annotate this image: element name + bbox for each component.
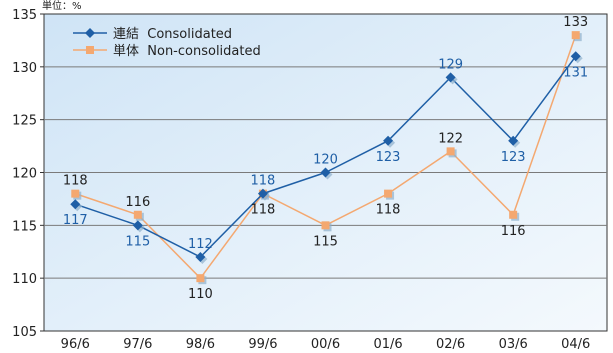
data-label: 116: [501, 224, 526, 239]
data-point: [70, 199, 81, 210]
data-point: [320, 167, 331, 178]
data-label: 123: [501, 150, 526, 165]
data-point: [571, 31, 580, 40]
x-tick-label: 98/6: [186, 337, 215, 352]
legend-marker: [86, 46, 94, 54]
data-point: [321, 221, 330, 230]
x-tick-label: 01/6: [373, 337, 402, 352]
data-label: 115: [313, 234, 338, 249]
y-tick-label: 125: [12, 114, 37, 129]
y-tick-label: 135: [12, 8, 37, 23]
data-labels: 118 116 110 118 115 118 122 116 133 117 115 112 118 1…: [63, 15, 588, 302]
data-label: 115: [125, 234, 150, 249]
data-label: 118: [63, 174, 88, 189]
data-point: [445, 72, 456, 83]
data-point: [257, 188, 268, 199]
legend-label: 単体 Non-consolidated: [113, 43, 261, 59]
x-tick-label: 97/6: [123, 337, 152, 352]
x-tick-label: 04/6: [561, 337, 590, 352]
data-point: [71, 189, 80, 198]
x-tick-label: 00/6: [311, 337, 340, 352]
unit-label: 単位：%: [42, 0, 82, 12]
data-label: 112: [188, 237, 213, 252]
data-label: 133: [563, 15, 588, 30]
data-label: 110: [188, 287, 213, 302]
y-tick-label: 105: [12, 325, 37, 340]
y-tick-label: 130: [12, 61, 37, 76]
data-point: [132, 220, 143, 231]
y-tick-label: 110: [12, 272, 37, 287]
x-tick-label: 03/6: [499, 337, 528, 352]
data-point: [446, 147, 455, 156]
data-label: 120: [313, 153, 338, 168]
x-tick-label: 02/6: [436, 337, 465, 352]
y-tick-label: 115: [12, 219, 37, 234]
data-label: 118: [251, 174, 276, 189]
legend-label: 連結 Consolidated: [113, 27, 232, 42]
data-label: 118: [251, 203, 276, 218]
data-point: [196, 274, 205, 283]
data-point: [195, 252, 206, 263]
series-lines: [70, 31, 583, 285]
data-label: 129: [438, 57, 463, 72]
data-label: 118: [376, 203, 401, 218]
data-point: [383, 135, 394, 146]
data-point: [384, 189, 393, 198]
data-label: 117: [63, 213, 88, 228]
legend-marker: [85, 28, 95, 38]
y-axis: 105 110 115 120 125 130 135: [12, 8, 44, 340]
x-tick-label: 96/6: [61, 337, 90, 352]
data-label: 123: [376, 150, 401, 165]
x-axis: 96/6 97/6 98/6 99/6 00/6 01/6 02/6 03/6 04/6: [61, 337, 591, 352]
x-tick-label: 99/6: [248, 337, 277, 352]
data-point: [508, 135, 519, 146]
y-tick-label: 120: [12, 167, 37, 182]
data-point: [509, 210, 518, 219]
data-point: [570, 51, 581, 62]
data-label: 116: [125, 195, 150, 210]
data-point: [133, 210, 142, 219]
data-label: 122: [438, 131, 463, 146]
data-label: 131: [563, 65, 588, 80]
